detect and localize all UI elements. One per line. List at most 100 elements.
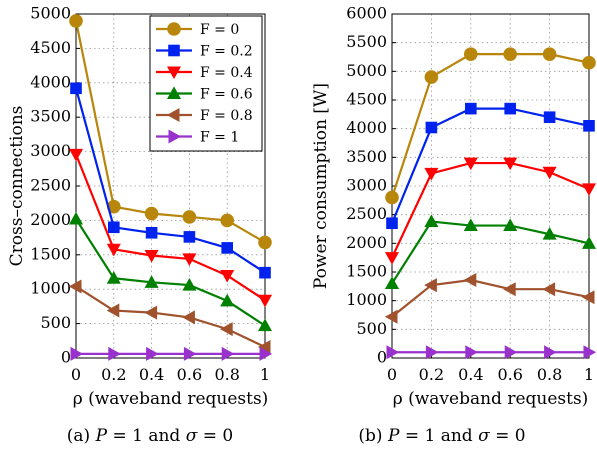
data-point [544, 345, 557, 360]
data-point [504, 102, 517, 115]
y-axis-label: Cross–connections [7, 106, 27, 267]
y-tick-label: 5000 [346, 61, 387, 80]
x-tick-label: 0.2 [101, 365, 126, 384]
y-tick-label: 4000 [346, 118, 387, 137]
legend-label: F = 1 [200, 130, 239, 146]
data-point [108, 221, 120, 234]
series-line [75, 218, 266, 327]
data-point [259, 346, 273, 361]
y-tick-label: 4500 [30, 38, 71, 57]
y-tick-label: 1500 [30, 244, 71, 263]
data-point [145, 226, 158, 239]
data-point [68, 211, 84, 225]
data-point [463, 218, 478, 232]
series-line [391, 220, 590, 285]
chart-panel-b: 0 0.2 0.4 0.6 0.8 1 0 500 1000 1500 2000 2500 3000 35… [311, 4, 597, 446]
series-F0-2 [386, 102, 595, 230]
series-F0-4 [68, 148, 273, 308]
data-point [220, 213, 234, 228]
y-tick-label: 500 [356, 319, 387, 338]
legend-marker [166, 66, 182, 80]
legend-marker [167, 22, 181, 36]
x-tick-label: 0.4 [139, 365, 164, 384]
data-point [503, 157, 518, 171]
y-tick-label: 2500 [346, 204, 387, 223]
legend-label: F = 0.2 [200, 44, 253, 60]
data-point [384, 309, 398, 324]
data-point [70, 82, 82, 95]
data-point [581, 183, 597, 196]
x-tick-label: 0 [71, 365, 81, 384]
data-point [257, 318, 273, 332]
series-F0-8 [384, 273, 595, 324]
data-point [582, 55, 596, 70]
legend-box [149, 15, 263, 152]
legend-marker [166, 86, 182, 99]
panel-caption: (b) P = 1 and σ = 0 [358, 426, 525, 446]
data-point [144, 275, 159, 288]
data-point [542, 166, 557, 180]
series-F0-2 [70, 82, 271, 279]
x-tick-label: 0.2 [419, 365, 444, 384]
tick-labels: 0 0.2 0.4 0.6 0.8 1 0 500 1000 1500 2000 2500 3000 35… [346, 4, 594, 385]
data-point [463, 157, 478, 171]
data-point [257, 294, 273, 308]
y-tick-label: 3500 [346, 147, 387, 166]
y-tick-label: 2000 [346, 233, 387, 252]
data-point [69, 14, 83, 28]
y-tick-label: 4000 [30, 72, 71, 91]
series-F0-4 [384, 157, 597, 265]
legend-marker [168, 129, 182, 144]
x-tick-label: 1 [584, 365, 594, 384]
data-point [182, 277, 197, 291]
y-tick-label: 3500 [30, 107, 71, 126]
data-point [144, 206, 159, 221]
data-point [68, 279, 82, 294]
y-tick-label: 4500 [346, 90, 387, 109]
series-F1 [386, 345, 597, 360]
series-F0-8 [68, 279, 271, 355]
y-tick-label: 6000 [346, 4, 387, 23]
data-point [424, 278, 437, 293]
x-tick-label: 0.6 [177, 365, 202, 384]
data-point [258, 235, 272, 250]
data-point [106, 243, 121, 257]
data-point [465, 345, 478, 360]
data-point [503, 47, 518, 61]
data-point [503, 282, 516, 297]
series-F0 [385, 47, 596, 205]
data-point [581, 236, 597, 249]
x-tick-label: 0.8 [537, 365, 562, 384]
data-point [221, 242, 233, 254]
data-point [583, 120, 595, 132]
data-point [503, 218, 518, 232]
y-tick-label: 3000 [346, 176, 387, 195]
y-tick-label: 1000 [346, 290, 387, 309]
data-point [220, 269, 235, 283]
data-point [221, 346, 235, 361]
x-tick-label: 0.8 [214, 365, 239, 384]
data-point [583, 345, 597, 360]
data-point [144, 305, 158, 320]
series-F0-6 [384, 214, 597, 289]
legend: F = 0 F = 0.2 F = 0.4 F = 0.6 F = 0.8 F = 1 [149, 15, 263, 152]
y-tick-label: 0 [377, 348, 387, 367]
data-point [384, 276, 400, 289]
data-point [259, 266, 271, 279]
data-point [581, 290, 595, 305]
data-point [108, 346, 121, 361]
data-point [106, 271, 121, 284]
data-point [424, 167, 439, 181]
data-point [543, 111, 556, 123]
chart-panel-a: 0 0.2 0.4 0.6 0.8 1 0 500 1000 1500 2000 2500 3000 35… [7, 4, 273, 446]
legend-label: F = 0.4 [200, 65, 253, 81]
data-point [463, 273, 477, 288]
y-tick-label: 5500 [346, 32, 387, 51]
y-tick-label: 2000 [30, 210, 71, 229]
series-F0-6 [68, 211, 273, 332]
legend-marker [166, 107, 180, 123]
legend-label: F = 0.8 [200, 108, 253, 124]
y-tick-label: 5000 [30, 4, 71, 23]
series-line [74, 88, 266, 274]
data-point [424, 214, 439, 228]
